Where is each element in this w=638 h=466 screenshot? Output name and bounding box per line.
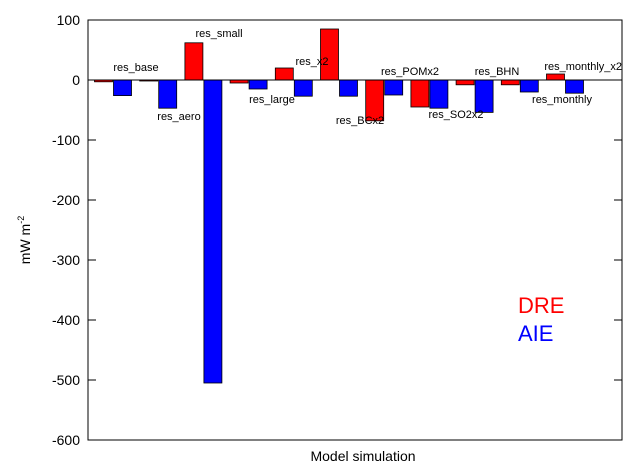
category-label: res_large — [249, 94, 295, 106]
category-label: res_x2 — [295, 56, 328, 68]
category-labels: res_base res_aero res_small res_large res_x2… — [113, 28, 622, 127]
bar-aie — [519, 79, 539, 93]
legend: DRE AIE — [518, 293, 564, 346]
y-axis-ticks: 100 0 -100 -200 -300 -400 -500 -600 — [52, 12, 622, 448]
bar-dre — [274, 67, 294, 81]
y-axis-title-superscript: -2 — [16, 216, 26, 224]
bar-dre — [410, 79, 430, 108]
y-tick-label: -300 — [52, 252, 80, 268]
bar-aie — [203, 79, 223, 384]
legend-entry-aie: AIE — [518, 321, 553, 346]
bar-aie — [113, 79, 132, 96]
x-axis-title: Model simulation — [310, 448, 415, 464]
y-tick-label: 100 — [57, 12, 81, 28]
bar-aie — [248, 79, 268, 90]
category-label: res_monthly_x2 — [544, 61, 622, 73]
bar-aie — [384, 79, 404, 96]
category-label: res_BHN — [475, 66, 520, 78]
bar-aie — [339, 79, 358, 97]
y-tick-label: -100 — [52, 132, 80, 148]
bar-dre — [184, 42, 204, 81]
bar-dre — [546, 73, 565, 81]
y-axis-title: mW m-2 — [16, 216, 33, 264]
y-tick-label: -200 — [52, 192, 80, 208]
category-label: res_monthly — [532, 94, 592, 106]
bar-aie — [565, 79, 584, 94]
bar-aie — [293, 79, 313, 97]
category-label: res_POMx2 — [381, 66, 439, 78]
y-tick-label: -400 — [52, 312, 80, 328]
bar-dre — [500, 79, 520, 86]
legend-entry-dre: DRE — [518, 293, 564, 318]
category-label: res_base — [113, 62, 158, 74]
category-label: res_aero — [157, 111, 200, 123]
bar-dre — [320, 28, 339, 81]
category-label: res_BCx2 — [336, 115, 384, 127]
category-label: res_small — [195, 28, 242, 40]
bar-aie — [429, 79, 449, 109]
plot-frame — [87, 19, 623, 441]
y-tick-label: -600 — [52, 432, 80, 448]
category-label: res_SO2x2 — [428, 109, 483, 121]
bar-aie — [474, 79, 494, 113]
y-tick-label: -500 — [52, 372, 80, 388]
bar-dre — [455, 79, 475, 86]
y-tick-label: 0 — [72, 72, 80, 88]
bars-group — [94, 28, 584, 384]
bar-aie — [158, 79, 178, 109]
